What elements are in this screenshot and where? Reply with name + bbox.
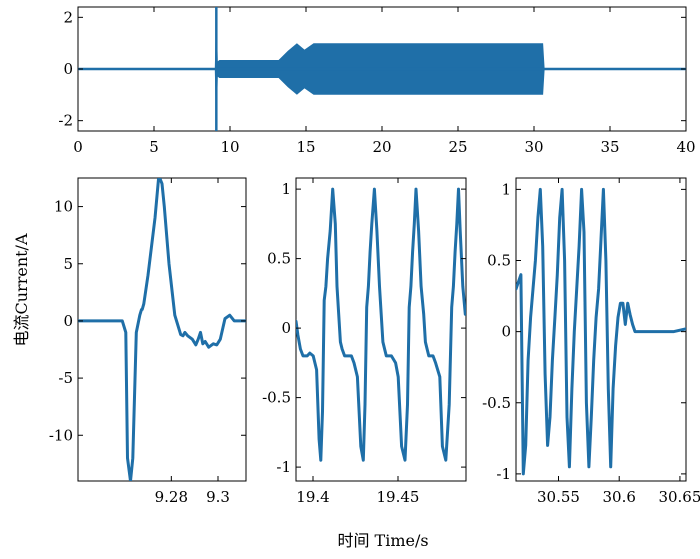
- y-tick-label: 5: [63, 255, 73, 273]
- plot-frame: [77, 177, 247, 482]
- x-tick-label: 30.55: [537, 488, 580, 506]
- x-tick-label: 20: [372, 138, 391, 156]
- y-tick-label: -1: [496, 465, 511, 483]
- x-tick-label: 30.65: [658, 488, 700, 506]
- panel-shutdown: 30.55 30.6 30.65 -1 -0.5 0 0.5 1: [482, 177, 700, 506]
- x-tick-label: 0: [73, 138, 83, 156]
- y-tick-label: 0: [281, 319, 291, 337]
- x-tick-label: 9.28: [155, 488, 188, 506]
- y-tick-label: 0: [63, 312, 73, 330]
- current-series: [296, 187, 466, 462]
- y-tick-label: -2: [58, 112, 73, 130]
- panel-inrush: 9.28 9.3 -10 -5 0 5 10: [49, 177, 247, 506]
- x-axis-label: 时间 Time/s: [337, 531, 428, 550]
- x-tick-label: 10: [220, 138, 239, 156]
- x-tick-label: 25: [448, 138, 467, 156]
- y-tick-label: -0.5: [262, 389, 291, 407]
- y-axis-label: 电流Current/A: [12, 233, 31, 346]
- y-tick-label: 1: [281, 180, 291, 198]
- panel-steady: 19.4 19.45 -1 -0.5 0 0.5 1: [262, 177, 467, 506]
- x-tick-label: 5: [149, 138, 159, 156]
- x-tick-label: 30.6: [603, 488, 636, 506]
- y-tick-label: 0: [501, 323, 511, 341]
- y-tick-label: -0.5: [482, 394, 511, 412]
- x-tick-label: 40: [676, 138, 695, 156]
- y-tick-label: -1: [276, 458, 291, 476]
- x-tick-label: 30: [524, 138, 543, 156]
- x-tick-label: 19.45: [377, 488, 420, 506]
- x-tick-label: 15: [296, 138, 315, 156]
- y-tick-label: 10: [54, 198, 73, 216]
- y-tick-label: 2: [63, 8, 73, 26]
- x-tick-label: 19.4: [296, 488, 329, 506]
- y-tick-label: -10: [49, 426, 73, 444]
- y-tick-label: 1: [501, 180, 511, 198]
- y-tick-label: 0: [63, 60, 73, 78]
- x-tick-label: 9.3: [206, 488, 230, 506]
- y-tick-label: 0.5: [487, 252, 511, 270]
- x-tick-label: 35: [600, 138, 619, 156]
- panel-overview: 0 5 10 15 20 25 30 35 40-202: [58, 6, 696, 156]
- current-series: [78, 178, 246, 481]
- y-tick-label: -5: [58, 369, 73, 387]
- y-tick-label: 0.5: [267, 250, 291, 268]
- current-series: [516, 187, 686, 476]
